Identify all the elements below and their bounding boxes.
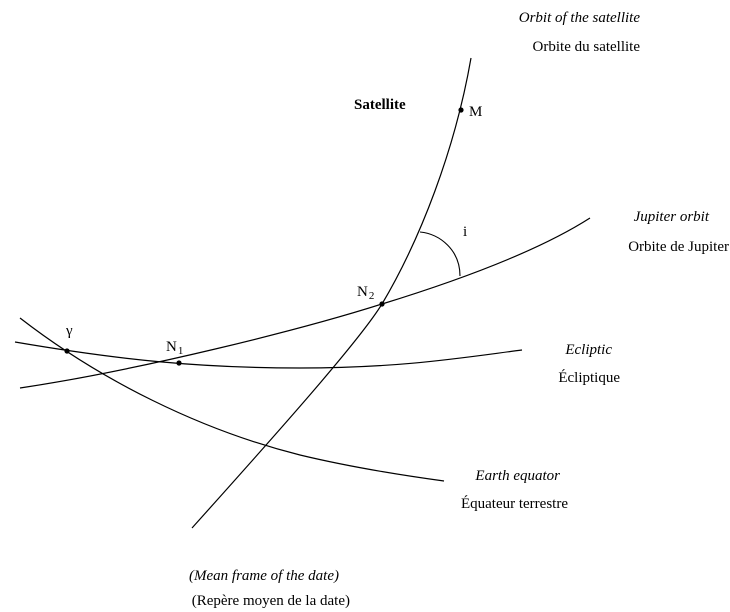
ecliptic-curve (14, 341, 523, 369)
orbit-satellite-label-fr: Orbite du satellite (533, 39, 641, 55)
ecliptic-label-en: Ecliptic (564, 342, 612, 358)
angle-i-label: i (463, 224, 467, 240)
jupiter-orbit-label-en: Jupiter orbit (634, 209, 710, 225)
orbit-satellite-label-en: Orbit of the satellite (519, 10, 641, 26)
node-n2-label: N2 (357, 284, 374, 302)
node-n1-dot (176, 360, 182, 366)
point-m-dot (458, 107, 464, 113)
gamma-dot (64, 348, 70, 354)
node-n1-label: N1 (166, 339, 183, 357)
frame-caption-fr: (Repère moyen de la date) (192, 593, 350, 609)
jupiter-orbit-label-fr: Orbite de Jupiter (628, 239, 729, 255)
node-n2-dot (379, 301, 385, 307)
ecliptic-label-fr: Écliptique (558, 369, 620, 386)
satellite-label: Satellite (354, 97, 406, 113)
point-m-label: M (469, 104, 482, 120)
satellite-orbit-curve (191, 57, 472, 529)
equator-label-en: Earth equator (474, 468, 560, 484)
inclination-angle-arc (419, 231, 461, 277)
gamma-label: γ (65, 323, 73, 339)
earth-equator-curve (19, 317, 445, 482)
jupiter-orbit-curve (19, 217, 591, 389)
frame-caption-en: (Mean frame of the date) (189, 568, 339, 584)
equator-label-fr: Équateur terrestre (461, 495, 568, 512)
